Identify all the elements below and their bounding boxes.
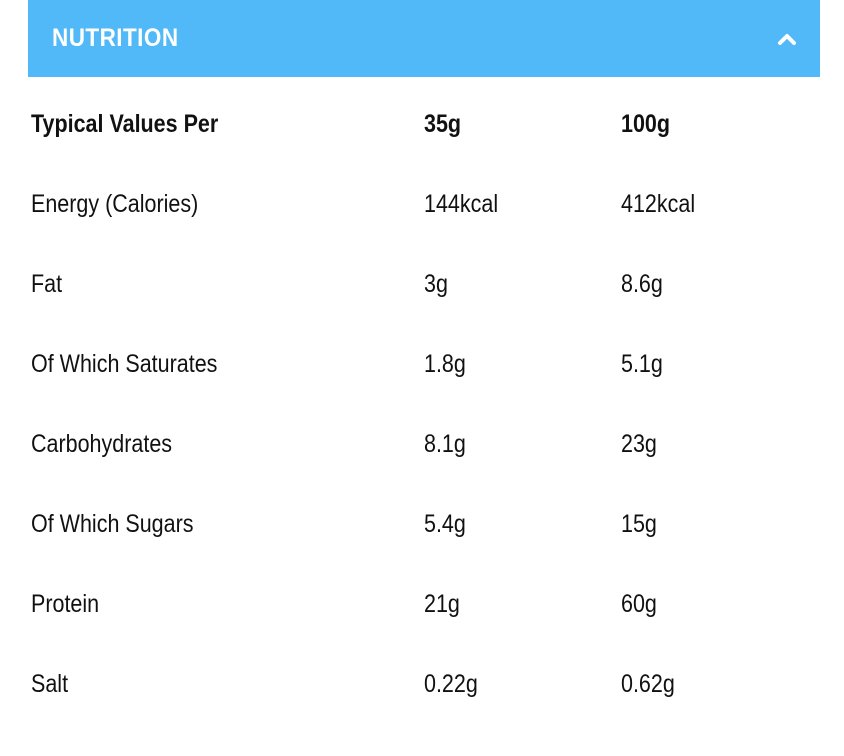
header-label: 100g: [621, 109, 671, 138]
value-35g: 0.22g: [424, 644, 621, 724]
nutrient-label: Of Which Saturates: [31, 324, 424, 404]
nutrient-label-text: Fat: [31, 269, 63, 298]
value-35g: 21g: [424, 564, 621, 644]
value-35g: 144kcal: [424, 164, 621, 244]
value-100g-text: 412kcal: [621, 189, 696, 218]
table-row: Protein 21g 60g: [31, 564, 791, 644]
header-100g: 100g: [621, 84, 791, 164]
nutrient-label: Fat: [31, 244, 424, 324]
table-row: Energy (Calories) 144kcal 412kcal: [31, 164, 791, 244]
header-label: Typical Values Per: [31, 109, 219, 138]
value-100g: 15g: [621, 484, 791, 564]
nutrient-label-text: Protein: [31, 589, 100, 618]
value-100g: 412kcal: [621, 164, 791, 244]
value-100g: 8.6g: [621, 244, 791, 324]
table-row: Of Which Saturates 1.8g 5.1g: [31, 324, 791, 404]
nutrition-accordion: NUTRITION: [28, 0, 820, 77]
value-35g-text: 0.22g: [424, 669, 478, 698]
accordion-title: NUTRITION: [52, 24, 179, 52]
nutrient-label-text: Salt: [31, 669, 69, 698]
header-label: 35g: [424, 109, 462, 138]
value-100g: 60g: [621, 564, 791, 644]
value-35g-text: 21g: [424, 589, 460, 618]
table-header-row: Typical Values Per 35g 100g: [31, 84, 791, 164]
nutrient-label: Carbohydrates: [31, 404, 424, 484]
value-100g: 5.1g: [621, 324, 791, 404]
value-35g: 5.4g: [424, 484, 621, 564]
table-row: Carbohydrates 8.1g 23g: [31, 404, 791, 484]
table-row: Fat 3g 8.6g: [31, 244, 791, 324]
table-row: Of Which Sugars 5.4g 15g: [31, 484, 791, 564]
value-35g-text: 144kcal: [424, 189, 499, 218]
chevron-up-icon[interactable]: [776, 28, 798, 50]
value-100g-text: 23g: [621, 429, 657, 458]
value-100g-text: 8.6g: [621, 269, 663, 298]
nutrient-label: Of Which Sugars: [31, 484, 424, 564]
nutrient-label: Protein: [31, 564, 424, 644]
nutrition-accordion-header[interactable]: NUTRITION: [28, 0, 820, 77]
value-100g-text: 5.1g: [621, 349, 663, 378]
table-row: Salt 0.22g 0.62g: [31, 644, 791, 724]
nutrient-label: Energy (Calories): [31, 164, 424, 244]
nutrient-label-text: Of Which Sugars: [31, 509, 194, 538]
value-100g: 0.62g: [621, 644, 791, 724]
value-35g: 1.8g: [424, 324, 621, 404]
nutrient-label-text: Carbohydrates: [31, 429, 173, 458]
value-100g-text: 60g: [621, 589, 657, 618]
nutrition-table: Typical Values Per 35g 100g Energy (Calo…: [31, 84, 791, 724]
value-35g-text: 1.8g: [424, 349, 466, 378]
value-35g-text: 3g: [424, 269, 448, 298]
header-typical-values: Typical Values Per: [31, 84, 424, 164]
nutrient-label-text: Of Which Saturates: [31, 349, 218, 378]
value-100g: 23g: [621, 404, 791, 484]
nutrient-label: Salt: [31, 644, 424, 724]
value-35g: 3g: [424, 244, 621, 324]
nutrient-label-text: Energy (Calories): [31, 189, 199, 218]
value-35g-text: 5.4g: [424, 509, 466, 538]
value-35g: 8.1g: [424, 404, 621, 484]
header-35g: 35g: [424, 84, 621, 164]
value-100g-text: 0.62g: [621, 669, 675, 698]
value-100g-text: 15g: [621, 509, 657, 538]
value-35g-text: 8.1g: [424, 429, 466, 458]
